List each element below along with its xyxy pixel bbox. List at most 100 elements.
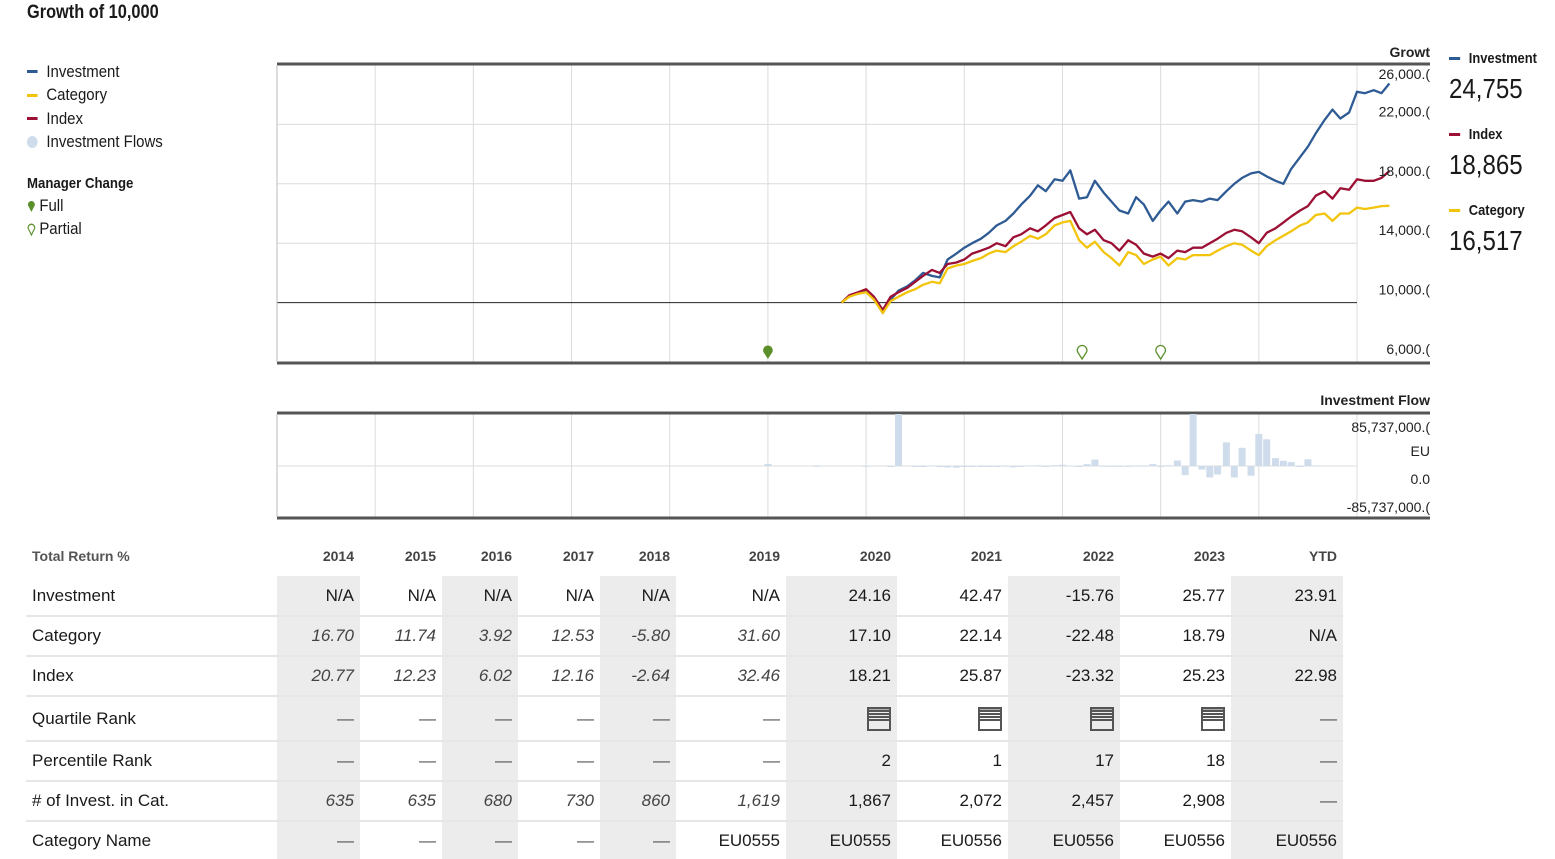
- table-cell: EU0556: [1120, 821, 1231, 859]
- flow-bar: [1140, 465, 1148, 467]
- table-body: Investment N/A N/A N/A N/A N/A N/A 24.16 42.47 -1…: [26, 576, 1343, 859]
- legend-label-manager-partial: Partial: [39, 219, 82, 239]
- table-cell: N/A: [1231, 616, 1343, 657]
- table-cell: 3.92: [442, 616, 518, 657]
- growth-y-tick-label: 10,000.(: [1379, 282, 1431, 298]
- flow-bar: [1173, 460, 1181, 466]
- table-cell: —: [600, 741, 676, 782]
- table-cell: 16.70: [277, 616, 360, 657]
- ending-value-category: Category 16,517: [1449, 199, 1537, 275]
- table-cell: —: [518, 741, 600, 782]
- flow-bar: [1051, 465, 1059, 467]
- legend-label-index: Index: [46, 108, 83, 128]
- table-cell: 1,619: [676, 781, 786, 822]
- table-row: Category 16.70 11.74 3.92 12.53 -5.80 31.60 17.…: [26, 616, 1343, 657]
- table-cell: N/A: [277, 576, 360, 617]
- flow-bar: [1287, 462, 1295, 466]
- ending-label-investment: Investment: [1468, 49, 1537, 67]
- column-header: 2020: [859, 548, 891, 564]
- series-line-index: [840, 170, 1391, 312]
- legend-label-manager-full: Full: [39, 195, 64, 215]
- table-cell: 18.79: [1120, 616, 1231, 657]
- table-cell: 42.47: [897, 576, 1008, 617]
- table-cell: —: [676, 696, 786, 742]
- flow-bar: [1059, 464, 1066, 466]
- flow-bar: [968, 466, 976, 467]
- legend-item-category[interactable]: Category: [27, 84, 163, 108]
- growth-y-tick-label: 26,000.(: [1379, 66, 1431, 82]
- table-cell: —: [1231, 741, 1343, 782]
- table-cell: 2,072: [897, 781, 1008, 822]
- flow-bar: [919, 466, 927, 467]
- flow-bar: [1108, 465, 1116, 467]
- column-header: 2017: [562, 548, 594, 564]
- flow-bar: [1181, 466, 1189, 476]
- table-cell: 635: [277, 781, 360, 822]
- table-cell: —: [600, 821, 676, 859]
- ending-number-investment: 24,755: [1449, 73, 1523, 104]
- ending-swatch-investment: [1449, 56, 1461, 60]
- row-label: # of Invest. in Cat.: [26, 781, 277, 822]
- flow-bar: [1222, 442, 1230, 466]
- table-cell: N/A: [360, 576, 442, 617]
- legend-swatch-category: [27, 93, 38, 97]
- flow-bar: [813, 465, 821, 467]
- ending-value-investment: Investment 24,755: [1449, 47, 1537, 123]
- table-cell: 12.53: [518, 616, 600, 657]
- table-cell: 25.77: [1120, 576, 1231, 617]
- table-cell: EU0556: [897, 821, 1008, 859]
- ending-label-index: Index: [1468, 125, 1503, 143]
- table-cell: 6.02: [442, 656, 518, 697]
- table-header-row: Total Return % 2014 2015 2016 2017 2018 …: [26, 536, 1343, 576]
- growth-y-tick-label: 18,000.(: [1379, 163, 1431, 179]
- table-cell: 24.16: [786, 576, 897, 617]
- table-cell: N/A: [518, 576, 600, 617]
- quartile-rank-icon: [1120, 696, 1231, 742]
- table-cell: —: [442, 696, 518, 742]
- table-cell: —: [360, 821, 442, 859]
- table-cell: -23.32: [1008, 656, 1120, 697]
- legend-item-index[interactable]: Index: [27, 107, 163, 131]
- flow-bar: [993, 466, 1001, 467]
- ending-label-category: Category: [1468, 201, 1525, 219]
- row-label: Category Name: [26, 821, 277, 859]
- table-cell: 680: [442, 781, 518, 822]
- table-cell: 635: [360, 781, 442, 822]
- growth-y-axis: 26,000.(22,000.(18,000.(14,000.(10,000.(…: [1379, 66, 1431, 357]
- table-cell: 860: [600, 781, 676, 822]
- flow-bar: [936, 466, 944, 468]
- flow-bar: [1002, 465, 1009, 467]
- legend-item-investment[interactable]: Investment: [27, 60, 163, 84]
- manager-change-markers: [763, 344, 1167, 361]
- column-header: 2022: [1082, 548, 1114, 564]
- column-header: Total Return %: [32, 548, 130, 564]
- row-label: Investment: [26, 576, 277, 617]
- legend-item-investment-flows[interactable]: Investment Flows: [27, 131, 163, 155]
- flow-bar: [1165, 465, 1172, 467]
- growth-y-tick-label: 22,000.(: [1379, 103, 1431, 119]
- flow-bar: [1075, 466, 1083, 467]
- flow-bar: [1115, 465, 1123, 467]
- column-header: 2019: [748, 548, 780, 564]
- column-header: 2015: [404, 548, 436, 564]
- flow-bar: [1255, 433, 1263, 466]
- ending-values-legend: Investment 24,755 Index 18,865 Category …: [1449, 47, 1537, 275]
- flow-bar: [1247, 466, 1255, 476]
- flow-bar: [1100, 465, 1108, 467]
- manager-change-partial-marker: [1155, 344, 1167, 361]
- flow-bar: [977, 466, 985, 467]
- flow-bar: [862, 465, 870, 467]
- table-cell: 1: [897, 741, 1008, 782]
- ending-swatch-index: [1449, 132, 1461, 136]
- row-label: Quartile Rank: [26, 696, 277, 742]
- table-cell: —: [360, 696, 442, 742]
- table-cell: 23.91: [1231, 576, 1343, 617]
- table-cell: —: [442, 741, 518, 782]
- flow-bar: [1132, 465, 1140, 467]
- growth-y-axis-label: Growt: [1390, 44, 1431, 60]
- table-cell: —: [277, 821, 360, 859]
- table-cell: EU0556: [1231, 821, 1343, 859]
- flow-bar: [1214, 466, 1222, 475]
- flow-y-axis: 85,737,000.(EU 0.0 -85,737,000.(: [1347, 419, 1431, 515]
- table-cell: -22.48: [1008, 616, 1120, 657]
